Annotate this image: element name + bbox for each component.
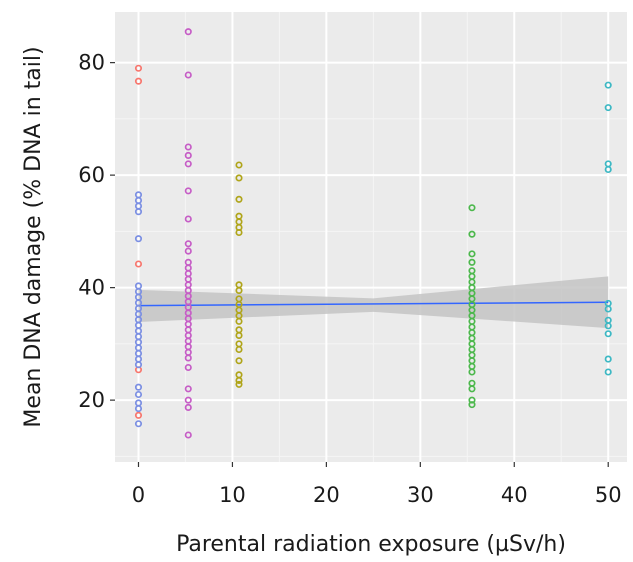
data-point — [235, 286, 243, 294]
data-point — [468, 258, 476, 266]
data-point — [235, 317, 243, 325]
data-point — [235, 174, 243, 182]
y-tick-label: 40 — [78, 276, 105, 300]
data-point — [604, 322, 612, 330]
x-tick-label: 30 — [407, 483, 434, 507]
data-point — [134, 405, 143, 413]
data-point — [235, 195, 243, 203]
data-point — [134, 420, 143, 428]
data-point — [134, 77, 143, 85]
data-point — [184, 215, 192, 223]
data-point — [134, 390, 143, 399]
x-tick-label: 50 — [595, 483, 622, 507]
data-point — [184, 396, 192, 404]
data-point — [184, 363, 192, 372]
data-point — [184, 431, 192, 439]
data-point — [235, 345, 243, 354]
data-point — [134, 260, 143, 268]
data-point — [604, 330, 612, 338]
data-point — [134, 411, 143, 419]
x-tick-label: 0 — [132, 483, 145, 507]
x-tick-label: 20 — [313, 483, 340, 507]
y-tick-label: 80 — [78, 51, 105, 75]
data-point — [134, 208, 143, 216]
trend-line — [138, 301, 609, 307]
data-point — [184, 385, 192, 393]
data-point — [468, 396, 476, 404]
x-axis-title: Parental radiation exposure (µSv/h) — [176, 532, 566, 557]
data-point — [235, 331, 243, 339]
data-point — [235, 161, 243, 169]
y-tick-labels: 20 40 60 80 — [78, 51, 115, 412]
gridlines — [115, 12, 627, 462]
x-tick-label: 10 — [219, 483, 246, 507]
data-points — [134, 28, 612, 439]
data-point — [184, 187, 192, 195]
y-tick-label: 60 — [78, 163, 105, 187]
data-point — [184, 160, 192, 168]
data-point — [184, 354, 192, 362]
data-point — [604, 81, 612, 89]
data-point — [235, 228, 243, 237]
data-point — [468, 385, 476, 393]
data-point — [235, 376, 243, 384]
data-point — [184, 143, 192, 151]
confidence-ribbon — [138, 276, 609, 329]
data-point — [468, 230, 476, 238]
data-point — [468, 368, 476, 376]
data-point — [235, 357, 243, 365]
y-axis-title: Mean DNA damage (% DNA in tail) — [21, 46, 46, 427]
data-point — [184, 403, 192, 411]
data-point — [184, 151, 192, 159]
data-point — [468, 401, 476, 409]
y-tick-label: 20 — [78, 388, 105, 412]
data-point — [184, 240, 192, 248]
data-point — [604, 305, 612, 313]
x-tick-labels: 0 10 20 30 40 50 — [132, 462, 622, 507]
data-point — [235, 380, 243, 388]
data-point — [468, 204, 476, 212]
data-point — [604, 355, 612, 363]
data-point — [134, 383, 143, 391]
data-point — [184, 28, 192, 36]
data-point — [604, 165, 612, 174]
data-point — [604, 368, 612, 376]
data-point — [184, 247, 192, 255]
plot-panel — [115, 12, 627, 462]
x-tick-label: 40 — [501, 483, 528, 507]
data-point — [134, 64, 143, 72]
data-point — [604, 104, 612, 112]
data-point — [184, 71, 192, 79]
data-point — [134, 235, 143, 243]
data-point — [134, 361, 143, 369]
data-point — [468, 250, 476, 258]
